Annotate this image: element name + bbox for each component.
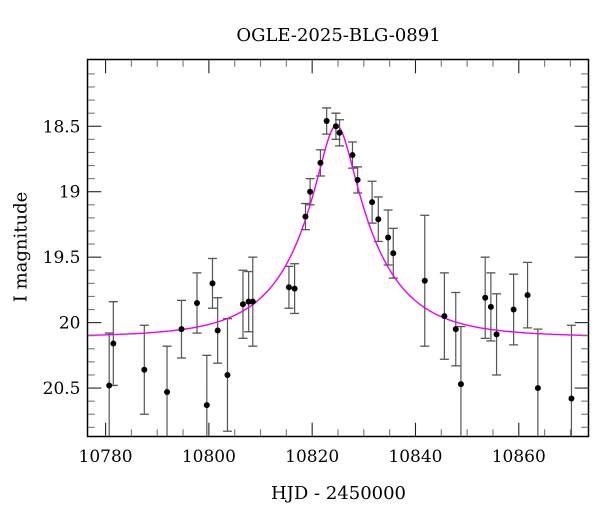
data-point <box>524 292 531 299</box>
data-point <box>354 176 361 183</box>
data-point <box>224 371 231 378</box>
errorbar-layer <box>104 107 576 436</box>
data-point <box>203 402 210 409</box>
data-point <box>193 299 200 306</box>
x-tick-label: 10820 <box>285 447 339 467</box>
model-curve <box>88 124 588 337</box>
data-point <box>336 129 343 136</box>
data-point <box>307 188 314 195</box>
data-point <box>106 382 113 389</box>
chart-title: OGLE-2025-BLG-0891 <box>236 25 441 46</box>
data-point <box>493 331 500 338</box>
plot-frame <box>86 58 590 438</box>
data-point <box>487 303 494 310</box>
x-tick-label: 10800 <box>182 447 236 467</box>
x-axis-label: HJD - 2450000 <box>270 483 407 504</box>
data-point <box>441 313 448 320</box>
data-point <box>349 152 356 159</box>
data-point <box>385 234 392 241</box>
data-point <box>332 123 339 130</box>
data-point <box>369 199 376 206</box>
data-point <box>110 340 117 347</box>
y-tick-label: 20 <box>59 314 81 334</box>
data-point <box>291 285 298 292</box>
data-point <box>209 280 216 287</box>
points-layer <box>106 118 575 409</box>
data-point <box>141 366 148 373</box>
data-point <box>178 326 185 333</box>
data-point <box>452 326 459 333</box>
data-point <box>457 381 464 388</box>
data-point <box>164 388 171 395</box>
data-point <box>568 395 575 402</box>
data-point <box>375 216 382 223</box>
x-tick-label: 10780 <box>79 447 133 467</box>
y-tick-label: 18.5 <box>43 117 81 137</box>
data-point <box>245 298 252 305</box>
data-point <box>390 250 397 257</box>
x-tick-label: 10860 <box>492 447 546 467</box>
data-point <box>249 298 256 305</box>
data-point <box>239 301 246 308</box>
y-tick-label: 19 <box>59 183 81 203</box>
x-tick-label: 10840 <box>388 447 442 467</box>
data-point <box>421 277 428 284</box>
data-point <box>510 306 517 313</box>
data-point <box>317 159 324 166</box>
data-point <box>323 118 330 125</box>
data-point <box>534 385 541 392</box>
data-point <box>214 327 221 334</box>
y-tick-label: 19.5 <box>43 248 81 268</box>
y-tick-label: 20.5 <box>43 379 81 399</box>
data-point <box>285 284 292 291</box>
data-point <box>482 294 489 301</box>
data-point <box>302 213 309 220</box>
